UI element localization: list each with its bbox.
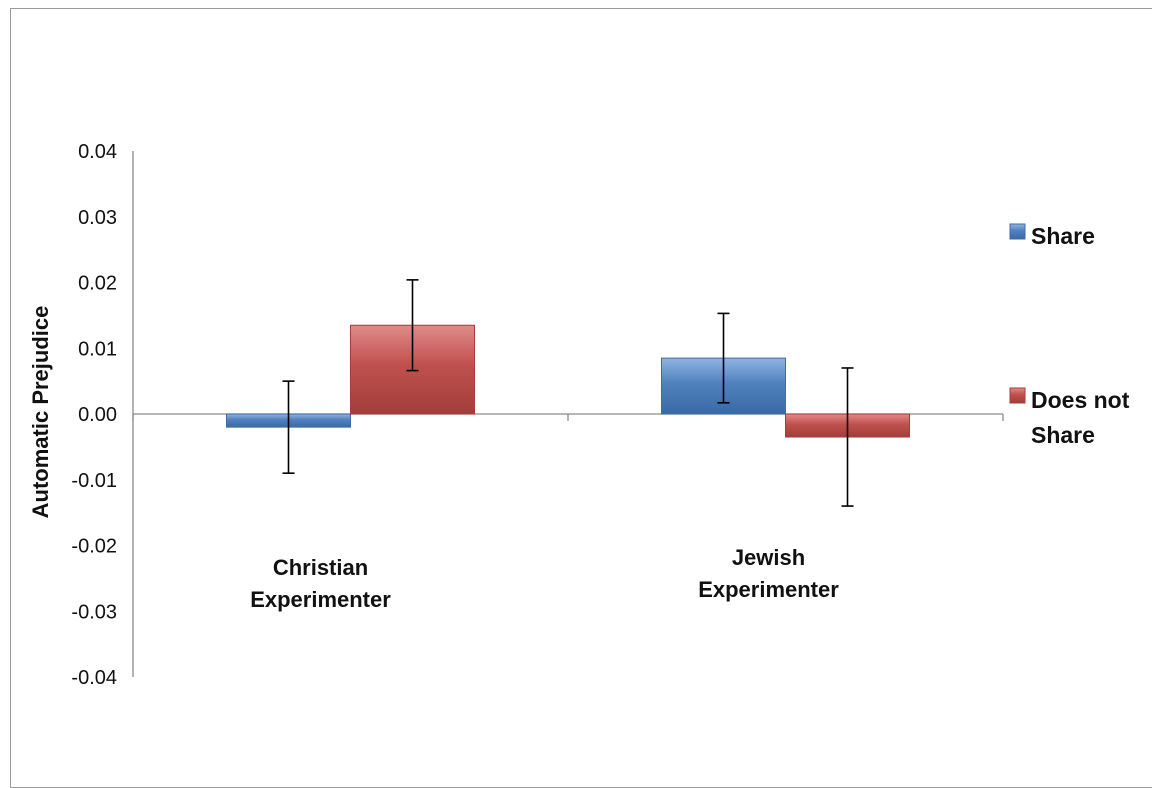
legend-swatch — [1009, 387, 1026, 404]
y-tick-label: -0.02 — [71, 536, 117, 558]
y-tick-label: -0.01 — [71, 470, 117, 492]
y-tick-label: -0.03 — [71, 601, 117, 623]
legend-label: Share — [1031, 422, 1095, 448]
bar-chart: 0.04 0.03 0.02 0.01 0.00 -0.01 -0.02 -0.03 -0.04… — [28, 141, 1130, 689]
y-tick-label: 0.01 — [78, 338, 117, 360]
legend-label: Does not — [1031, 387, 1130, 413]
category-label: Christian — [273, 555, 368, 580]
category-label: Experimenter — [250, 587, 391, 612]
legend-label: Share — [1031, 223, 1095, 249]
legend-swatch — [1009, 223, 1026, 240]
y-tick-label: 0.00 — [78, 404, 117, 426]
y-axis-label: Automatic Prejudice — [28, 306, 53, 519]
y-tick-label: 0.02 — [78, 273, 117, 295]
category-label: Jewish — [732, 545, 805, 570]
y-tick-label: 0.03 — [78, 207, 117, 229]
y-tick-label: -0.04 — [71, 667, 117, 689]
y-tick-label: 0.04 — [78, 141, 117, 163]
category-label: Experimenter — [698, 577, 839, 602]
